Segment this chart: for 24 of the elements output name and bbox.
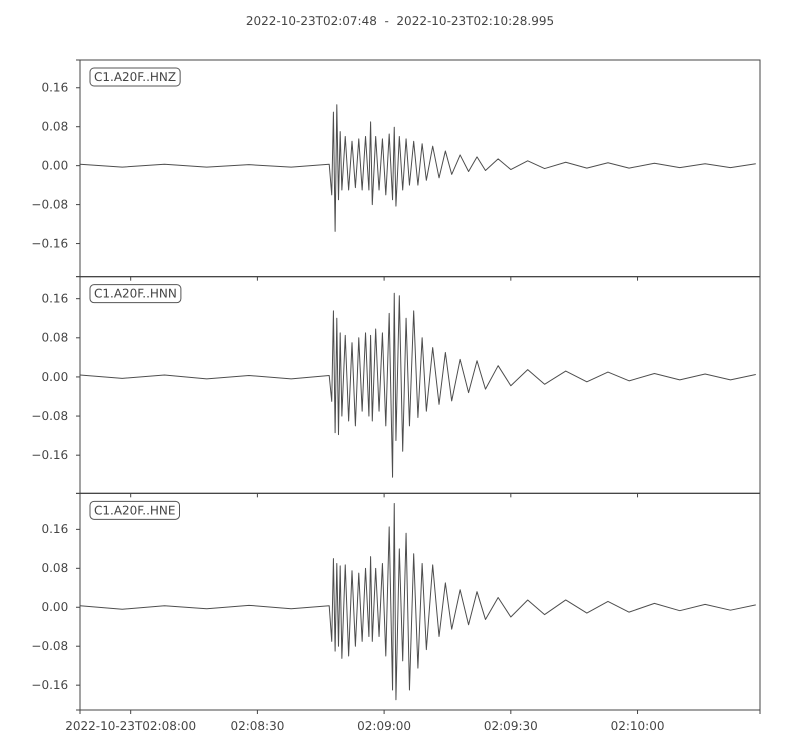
y-tick-label: −0.16 xyxy=(31,236,68,250)
annotation: C1.A20F..HNZ xyxy=(94,70,176,84)
y-tick-label: 0.08 xyxy=(41,330,68,345)
x-tick-label: 02:09:30 xyxy=(484,719,538,734)
annotation: C1.A20F..HNN xyxy=(94,286,177,301)
x-tick-label: 2022-10-23T02:08:00 xyxy=(65,719,196,734)
y-tick-label: −0.08 xyxy=(31,197,68,212)
annotation: C1.A20F..HNE xyxy=(94,503,176,518)
y-tick-label: −0.08 xyxy=(31,408,68,423)
y-tick-label: 0.00 xyxy=(41,600,68,614)
y-tick-label: 0.00 xyxy=(41,158,68,172)
y-tick-label: 0.16 xyxy=(41,292,68,306)
y-tick-label: 0.16 xyxy=(41,522,68,536)
y-tick-label: 0.00 xyxy=(41,370,68,384)
y-tick-label: 0.08 xyxy=(41,120,68,134)
x-tick-label: 02:09:00 xyxy=(357,719,412,734)
x-tick-label: 02:10:00 xyxy=(610,719,664,734)
y-tick-label: 0.16 xyxy=(41,80,68,95)
x-tick-label: 02:08:30 xyxy=(230,719,284,734)
y-tick-label: −0.16 xyxy=(31,448,68,462)
chart-title: 2022-10-23T02:07:48 - 2022-10-23T02:10:28.995 xyxy=(246,14,554,28)
y-tick-label: −0.16 xyxy=(31,678,68,692)
y-tick-label: 0.08 xyxy=(41,561,68,576)
y-tick-label: −0.08 xyxy=(31,639,68,654)
